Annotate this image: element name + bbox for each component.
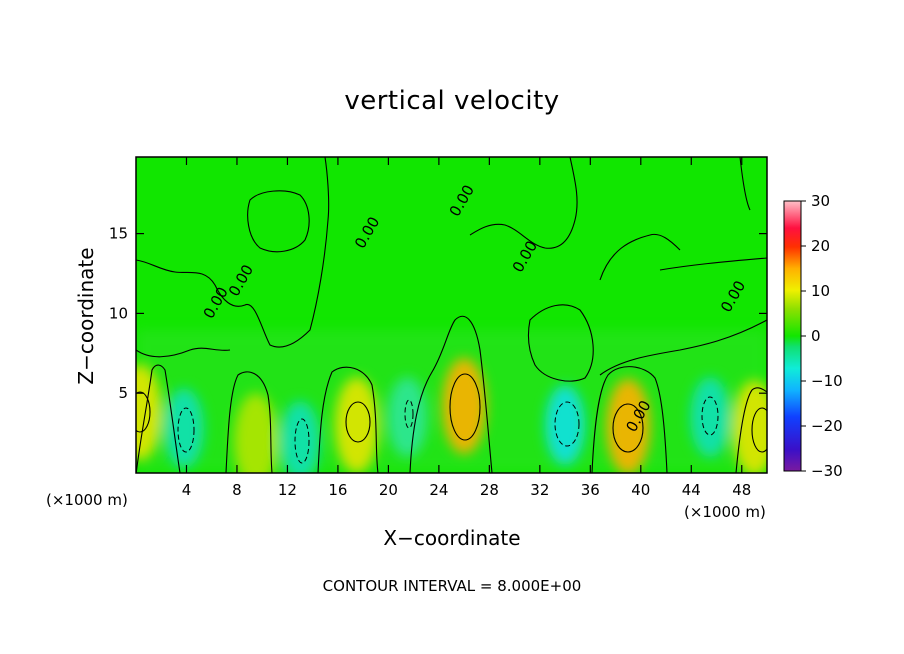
x-tick-label-12: 12: [278, 481, 297, 499]
x-tick-label-20: 20: [379, 481, 398, 499]
downdraft-core-2: [387, 377, 428, 458]
x-tick-label-24: 24: [429, 481, 448, 499]
downdraft-core-0: [163, 388, 204, 469]
colorbar-tick-label-2: 10: [811, 282, 830, 300]
x-tick-label-36: 36: [581, 481, 600, 499]
contour-interval-note: CONTOUR INTERVAL = 8.000E+00: [322, 577, 582, 595]
y-tick-label-15: 15: [109, 225, 128, 243]
downdraft-core-1: [280, 401, 321, 473]
x-axis-label: X−coordinate: [383, 526, 521, 550]
positive-contours: [136, 373, 767, 453]
downdraft-core-4: [690, 377, 731, 458]
updraft-core-0: [136, 364, 162, 461]
x-tick-label-48: 48: [732, 481, 751, 499]
x-axis-multiplier-right: (×1000 m): [684, 503, 766, 521]
updraft-core-5: [732, 380, 767, 473]
colorbar: [783, 200, 802, 472]
downdraft-core-3: [545, 385, 586, 466]
colorbar-tick-label-4: −10: [811, 372, 843, 390]
x-tick-label-44: 44: [682, 481, 701, 499]
x-axis-multiplier-left: (×1000 m): [46, 491, 128, 509]
colorbar-tick-label-6: −30: [811, 462, 843, 480]
colorbar-tick-label-5: −20: [811, 417, 843, 435]
y-tick-label-10: 10: [109, 304, 128, 322]
updraft-core-4: [606, 378, 651, 473]
heatmap-field: [136, 157, 767, 473]
y-tick-label-5: 5: [118, 384, 128, 402]
colorbar-tick-label-1: 20: [811, 237, 830, 255]
plot-frame: [135, 156, 768, 474]
x-tick-label-4: 4: [182, 481, 192, 499]
x-tick-label-40: 40: [631, 481, 650, 499]
chart-title: vertical velocity: [344, 86, 560, 116]
x-tick-label-32: 32: [530, 481, 549, 499]
colorbar-tick-label-3: 0: [811, 327, 821, 345]
colorbar-tick-label-0: 30: [811, 192, 830, 210]
x-tick-label-8: 8: [232, 481, 242, 499]
y-axis-label: Z−coordinate: [74, 247, 98, 385]
contour-lines: [136, 157, 767, 473]
updraft-core-1: [233, 393, 278, 473]
x-tick-label-16: 16: [328, 481, 347, 499]
updraft-core-2: [334, 377, 379, 473]
negative-contours: [177, 396, 719, 464]
x-tick-label-28: 28: [480, 481, 499, 499]
